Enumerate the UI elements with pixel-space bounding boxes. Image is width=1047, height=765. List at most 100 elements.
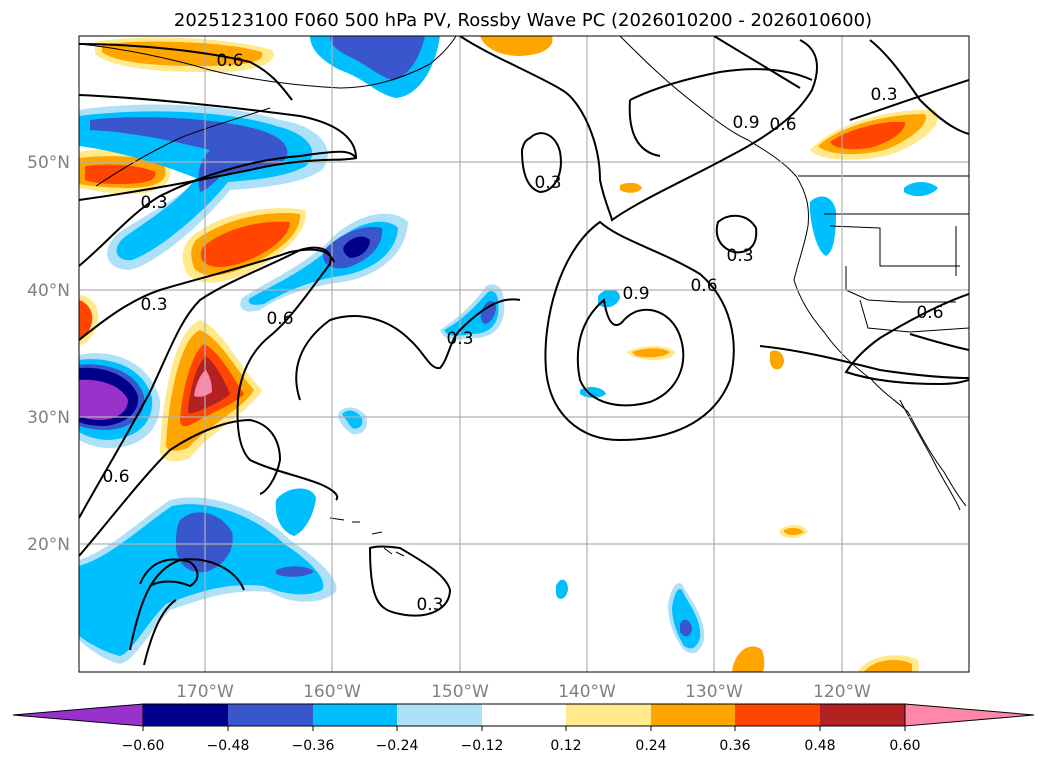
anomaly-neg-160w-30n-core (342, 410, 363, 429)
colorbar-tick: 0.60 (889, 738, 920, 754)
colorbar-tick: −0.60 (122, 738, 165, 754)
anomaly-neg-122w-50n (904, 182, 938, 197)
contour-06-south (79, 418, 282, 557)
contour-label: 0.6 (102, 467, 129, 487)
colorbar-tick-labels: −0.60 −0.48 −0.36 −0.24 −0.12 0.12 0.24 … (122, 738, 921, 754)
contour-label: 0.6 (216, 51, 243, 71)
anomaly-138w-35n-core (632, 348, 670, 358)
contour-labels: 0.6 0.9 0.6 0.3 0.3 0.3 0.3 0.6 0.3 0.6 … (102, 51, 943, 615)
anomaly-neg-158w-43n-peak (343, 236, 370, 258)
anomaly-124w-21n-core (784, 527, 804, 535)
anomaly-neg-148w-37n-mid (444, 291, 499, 336)
lat-tick: 30°N (27, 408, 70, 428)
contour-03-low (79, 248, 335, 341)
anomaly-155w-top (480, 36, 553, 56)
contour-label: 0.3 (726, 246, 753, 266)
anomaly-128w-34n (770, 350, 784, 370)
map-frame (78, 35, 970, 673)
contour-06-ridge (628, 68, 813, 157)
lon-tick: 120°W (813, 682, 871, 702)
contour-label: 0.3 (140, 295, 167, 315)
contour-label: 0.3 (140, 193, 167, 213)
contour-09-inner (576, 298, 685, 407)
lon-tick: 170°W (176, 682, 234, 702)
contour-lower-east (759, 345, 969, 379)
contour-09-circle (544, 220, 735, 442)
anomaly-170w-45n-core (200, 221, 290, 268)
colorbar-outline (142, 703, 906, 727)
contour-label: 0.9 (732, 113, 759, 133)
contour-06-north (79, 43, 293, 101)
anomaly-neg-south-strip (276, 566, 314, 577)
colorbar-bin (735, 704, 820, 726)
contour-label: 0.3 (534, 173, 561, 193)
lon-tick: 140°W (558, 682, 616, 702)
contour-06-bottom-east (909, 333, 969, 351)
anomaly-ne-pacific-top-core (102, 41, 263, 66)
contour-03-loop-top (520, 132, 562, 194)
colorbar-bin (820, 704, 905, 726)
coastlines (79, 36, 969, 557)
north-america-coast (619, 36, 967, 507)
anomaly-118w-55n-core (830, 121, 906, 150)
anomaly-neg-124w-47n (810, 196, 836, 256)
anomaly-neg-142w-16n (556, 579, 568, 599)
contour-03-bottom (143, 599, 177, 666)
colorbar-bin (228, 704, 313, 726)
contour-label: 0.6 (266, 309, 293, 329)
contour-03-west (79, 150, 357, 267)
aleutian-islands (95, 107, 271, 187)
colorbar-bin (143, 704, 228, 726)
contour-03-center (295, 298, 521, 401)
colorbar-bin (482, 704, 566, 726)
anomaly-neg-133w-15n-core (680, 619, 692, 637)
contour-03-nw (713, 36, 801, 89)
anomaly-neg-150w-top-core (330, 36, 425, 80)
negative-anomaly-shading (79, 36, 938, 664)
colorbar-tick-marks (142, 726, 906, 731)
anomaly-west-edge-core (79, 300, 93, 338)
colorbar-bin (651, 704, 735, 726)
colorbar-min-extension (12, 703, 144, 727)
anomaly-neg-148w-37n-core (480, 301, 496, 324)
colorbar-bin (313, 704, 397, 726)
colorbar-tick: −0.24 (376, 738, 419, 754)
latitude-tick-labels: 50°N 40°N 30°N 20°N (27, 153, 70, 555)
colorbar-tick: −0.48 (207, 738, 250, 754)
contour-03-loop-east (715, 214, 758, 254)
colorbar-tick: 0.12 (550, 738, 581, 754)
pv-contours (79, 36, 969, 666)
longitude-tick-labels: 170°W 160°W 150°W 140°W 130°W 120°W (176, 682, 871, 702)
lat-tick: 40°N (27, 281, 70, 301)
colorbar-max-extension (904, 703, 1035, 727)
colorbar-tick: 0.24 (635, 738, 666, 754)
anomaly-neg-west-55n-core (90, 117, 288, 192)
anomaly-neg-south-core (176, 512, 233, 573)
colorbar-bin (566, 704, 651, 726)
contour-03-sw (368, 545, 452, 617)
figure-title: 2025123100 F060 500 hPa PV, Rossby Wave … (174, 10, 872, 31)
colorbar-tick: 0.48 (804, 738, 835, 754)
anomaly-neg-133w-15n-mid (672, 588, 701, 649)
contour-label: 0.6 (690, 276, 717, 296)
anomaly-116w-10n-core (864, 659, 912, 672)
contour-06-se (844, 293, 969, 386)
contour-03-east-top (869, 39, 969, 135)
map-panel: 0.6 0.9 0.6 0.3 0.3 0.3 0.3 0.6 0.3 0.6 … (79, 36, 969, 672)
contour-label: 0.9 (622, 284, 649, 304)
contour-06-big (79, 246, 339, 519)
us-state-border-ca (824, 213, 969, 333)
colorbar-tick: 0.36 (719, 738, 750, 754)
contour-label: 0.3 (446, 329, 473, 349)
colorbar-bin (397, 704, 482, 726)
contour-label: 0.6 (769, 115, 796, 135)
contour-06-main (459, 36, 818, 222)
positive-anomaly-shading (79, 36, 938, 672)
anomaly-128w-10n (732, 646, 765, 672)
lon-tick: 150°W (431, 682, 489, 702)
alaska-peninsula-coast (79, 36, 457, 89)
contour-label: 0.6 (916, 303, 943, 323)
hawaiian-islands (329, 517, 405, 557)
colorbar-tick: −0.12 (461, 738, 504, 754)
